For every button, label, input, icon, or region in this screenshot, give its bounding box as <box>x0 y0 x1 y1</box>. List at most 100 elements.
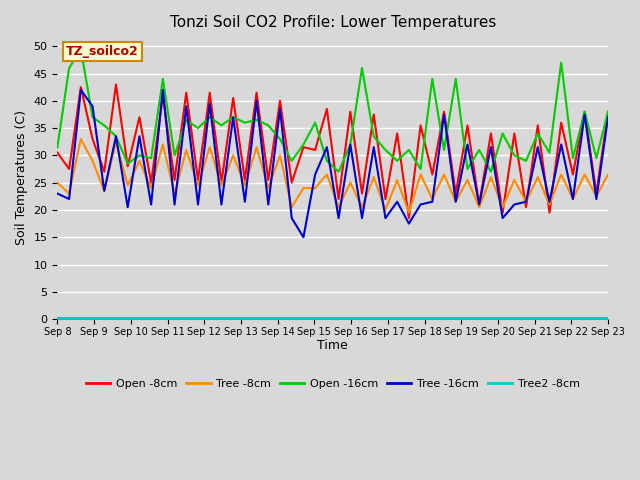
Tree2 -8cm <box>194 315 202 321</box>
Tree -16cm <box>476 202 483 207</box>
Tree -16cm <box>241 199 249 204</box>
Tree -8cm <box>346 180 354 186</box>
Open -16cm <box>358 65 366 71</box>
Tree -16cm <box>264 202 272 207</box>
Open -16cm <box>534 131 541 136</box>
Tree -16cm <box>171 202 179 207</box>
Tree -8cm <box>112 139 120 144</box>
Tree -16cm <box>534 144 541 150</box>
Tree2 -8cm <box>253 315 260 321</box>
Tree2 -8cm <box>288 315 296 321</box>
Open -16cm <box>147 155 155 161</box>
Open -16cm <box>604 109 612 115</box>
Tree2 -8cm <box>171 315 179 321</box>
Open -16cm <box>194 125 202 131</box>
Tree -8cm <box>429 196 436 202</box>
Tree -16cm <box>593 196 600 202</box>
Open -8cm <box>534 122 541 128</box>
Tree -16cm <box>417 202 424 207</box>
Tree2 -8cm <box>54 315 61 321</box>
Tree -8cm <box>311 185 319 191</box>
Tree -8cm <box>569 196 577 202</box>
Tree -8cm <box>522 199 530 204</box>
Open -8cm <box>112 82 120 87</box>
Tree -16cm <box>323 144 331 150</box>
Open -16cm <box>417 166 424 172</box>
Tree -8cm <box>335 204 342 210</box>
Tree2 -8cm <box>604 315 612 321</box>
Open -16cm <box>288 158 296 164</box>
Open -8cm <box>218 180 225 186</box>
Tree2 -8cm <box>394 315 401 321</box>
Tree -16cm <box>394 199 401 204</box>
Open -8cm <box>229 95 237 101</box>
Tree -16cm <box>136 133 143 139</box>
Open -16cm <box>429 76 436 82</box>
Open -16cm <box>511 153 518 158</box>
Title: Tonzi Soil CO2 Profile: Lower Temperatures: Tonzi Soil CO2 Profile: Lower Temperatur… <box>170 15 496 30</box>
Tree -16cm <box>124 204 132 210</box>
Open -16cm <box>182 117 190 123</box>
Open -8cm <box>440 109 448 115</box>
Open -8cm <box>206 90 214 96</box>
Open -8cm <box>124 163 132 169</box>
Open -16cm <box>346 142 354 147</box>
Tree -8cm <box>100 188 108 194</box>
Tree -8cm <box>253 144 260 150</box>
Tree2 -8cm <box>381 315 389 321</box>
Tree2 -8cm <box>487 315 495 321</box>
Open -8cm <box>264 177 272 183</box>
Tree -16cm <box>405 221 413 227</box>
Tree -16cm <box>604 114 612 120</box>
Open -16cm <box>124 161 132 167</box>
Tree2 -8cm <box>452 315 460 321</box>
Tree -16cm <box>546 199 554 204</box>
Open -16cm <box>218 122 225 128</box>
Tree -8cm <box>417 171 424 177</box>
Tree2 -8cm <box>77 315 84 321</box>
Open -16cm <box>112 133 120 139</box>
Open -16cm <box>264 122 272 128</box>
Tree -16cm <box>206 101 214 107</box>
Tree -8cm <box>241 182 249 188</box>
Tree -8cm <box>440 171 448 177</box>
Tree -8cm <box>89 158 97 164</box>
Tree -8cm <box>557 171 565 177</box>
Tree -8cm <box>171 191 179 196</box>
Open -8cm <box>511 131 518 136</box>
Open -16cm <box>253 117 260 123</box>
Tree2 -8cm <box>440 315 448 321</box>
Tree -8cm <box>323 171 331 177</box>
Tree2 -8cm <box>534 315 541 321</box>
Open -16cm <box>463 166 471 172</box>
Tree -16cm <box>557 142 565 147</box>
Open -16cm <box>569 155 577 161</box>
Line: Tree -16cm: Tree -16cm <box>58 90 608 237</box>
Open -16cm <box>136 153 143 158</box>
Line: Open -16cm: Open -16cm <box>58 49 608 172</box>
Tree -16cm <box>522 199 530 204</box>
Tree2 -8cm <box>147 315 155 321</box>
Open -16cm <box>206 114 214 120</box>
Open -16cm <box>394 158 401 164</box>
Tree -8cm <box>288 204 296 210</box>
Tree -8cm <box>405 210 413 216</box>
Open -16cm <box>100 122 108 128</box>
Tree2 -8cm <box>89 315 97 321</box>
Open -16cm <box>557 60 565 65</box>
Open -8cm <box>65 166 73 172</box>
Tree -8cm <box>206 144 214 150</box>
Open -16cm <box>452 76 460 82</box>
Tree -8cm <box>147 185 155 191</box>
Open -8cm <box>370 111 378 117</box>
Open -16cm <box>593 155 600 161</box>
X-axis label: Time: Time <box>317 339 348 352</box>
Text: TZ_soilco2: TZ_soilco2 <box>66 45 138 58</box>
Open -8cm <box>417 122 424 128</box>
Open -16cm <box>159 76 166 82</box>
Open -8cm <box>241 177 249 183</box>
Tree -8cm <box>136 158 143 164</box>
Tree -8cm <box>546 202 554 207</box>
Legend: Open -8cm, Tree -8cm, Open -16cm, Tree -16cm, Tree2 -8cm: Open -8cm, Tree -8cm, Open -16cm, Tree -… <box>81 374 584 393</box>
Open -16cm <box>381 147 389 153</box>
